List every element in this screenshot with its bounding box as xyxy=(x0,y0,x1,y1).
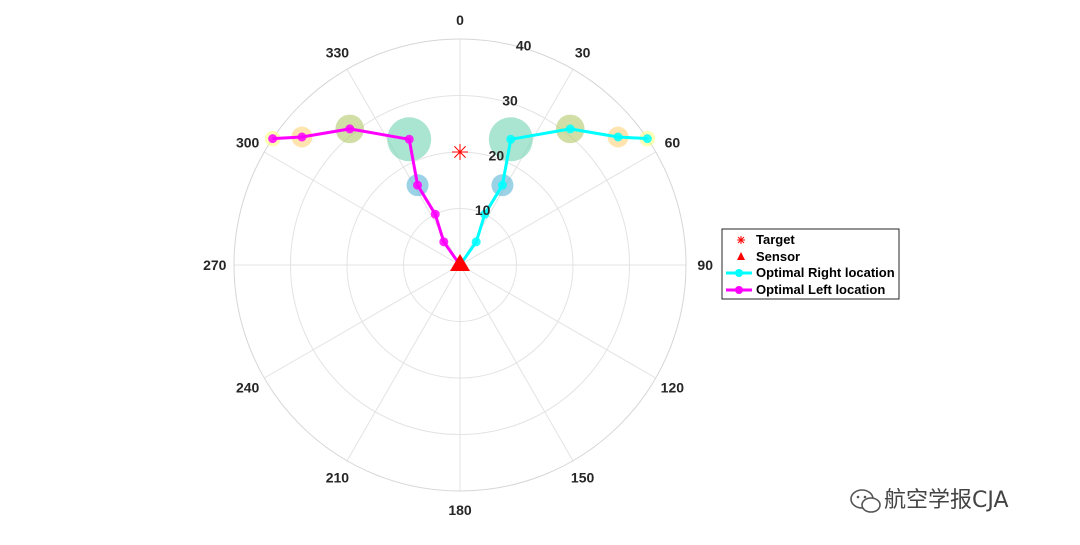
series-1-point-2 xyxy=(430,209,440,219)
theta-tick-label-330: 330 xyxy=(326,45,350,61)
r-gridline-30 xyxy=(290,95,630,435)
series-line-0 xyxy=(458,127,648,266)
legend-sensor-marker xyxy=(737,252,745,260)
legend-left-marker xyxy=(735,286,743,294)
legend-label-sensor: Sensor xyxy=(756,249,800,264)
r-tick-label-20: 20 xyxy=(489,147,505,163)
tick-labels: 0 30 60 90 120 150 180 210 240 270 300 330 10 20 30 40 xyxy=(203,12,713,518)
legend: Target Sensor Optimal Right location Opt… xyxy=(721,228,900,300)
legend-right-marker xyxy=(735,269,743,277)
theta-tick-label-30: 30 xyxy=(575,45,591,61)
legend-entry-sensor: Sensor xyxy=(737,249,800,264)
wechat-icon xyxy=(850,489,881,513)
r-tick-label-10: 10 xyxy=(475,202,491,218)
theta-tick-label-210: 210 xyxy=(326,469,350,485)
series-1-point-6 xyxy=(297,132,307,142)
sensor-marker xyxy=(450,254,470,271)
legend-entry-left: Optimal Left location xyxy=(726,282,885,297)
r-gridline-10 xyxy=(403,208,517,322)
legend-target-marker xyxy=(737,236,745,244)
theta-tick-label-240: 240 xyxy=(236,380,260,396)
series-line-1 xyxy=(272,127,462,266)
series-0-point-1 xyxy=(471,237,481,247)
theta-tick-label-0: 0 xyxy=(456,12,464,28)
r-tick-label-40: 40 xyxy=(516,38,532,54)
legend-label-left: Optimal Left location xyxy=(756,282,885,297)
theta-tick-label-180: 180 xyxy=(448,502,472,518)
legend-label-right: Optimal Right location xyxy=(756,265,895,280)
series-0-point-2 xyxy=(480,209,490,219)
watermark-text: 航空学报CJA xyxy=(884,488,1009,513)
series-0-point-3 xyxy=(497,180,507,190)
theta-tick-label-150: 150 xyxy=(571,469,595,485)
legend-entry-right: Optimal Right location xyxy=(726,265,895,280)
watermark: 航空学报CJA xyxy=(850,488,1009,513)
theta-tick-label-120: 120 xyxy=(661,380,685,396)
series-1-point-5 xyxy=(345,124,355,134)
series-1-point-7 xyxy=(268,134,278,144)
series-1-point-3 xyxy=(413,180,423,190)
r-gridline-40 xyxy=(233,38,687,492)
series-0-point-6 xyxy=(613,132,623,142)
legend-entry-target: Target xyxy=(737,232,795,247)
legend-label-target: Target xyxy=(756,232,795,247)
legend-box xyxy=(721,228,900,300)
series-0-point-5 xyxy=(565,124,575,134)
theta-tick-label-270: 270 xyxy=(203,257,227,273)
target-marker xyxy=(452,144,468,160)
series-0-point-7 xyxy=(642,134,652,144)
r-tick-label-30: 30 xyxy=(502,93,518,109)
series-1-point-1 xyxy=(439,237,449,247)
series-1-point-4 xyxy=(404,134,414,144)
theta-tick-label-60: 60 xyxy=(665,134,681,150)
series-0-point-4 xyxy=(506,134,516,144)
marker-layer xyxy=(450,144,470,271)
theta-tick-label-300: 300 xyxy=(236,134,260,150)
theta-tick-label-90: 90 xyxy=(697,257,713,273)
